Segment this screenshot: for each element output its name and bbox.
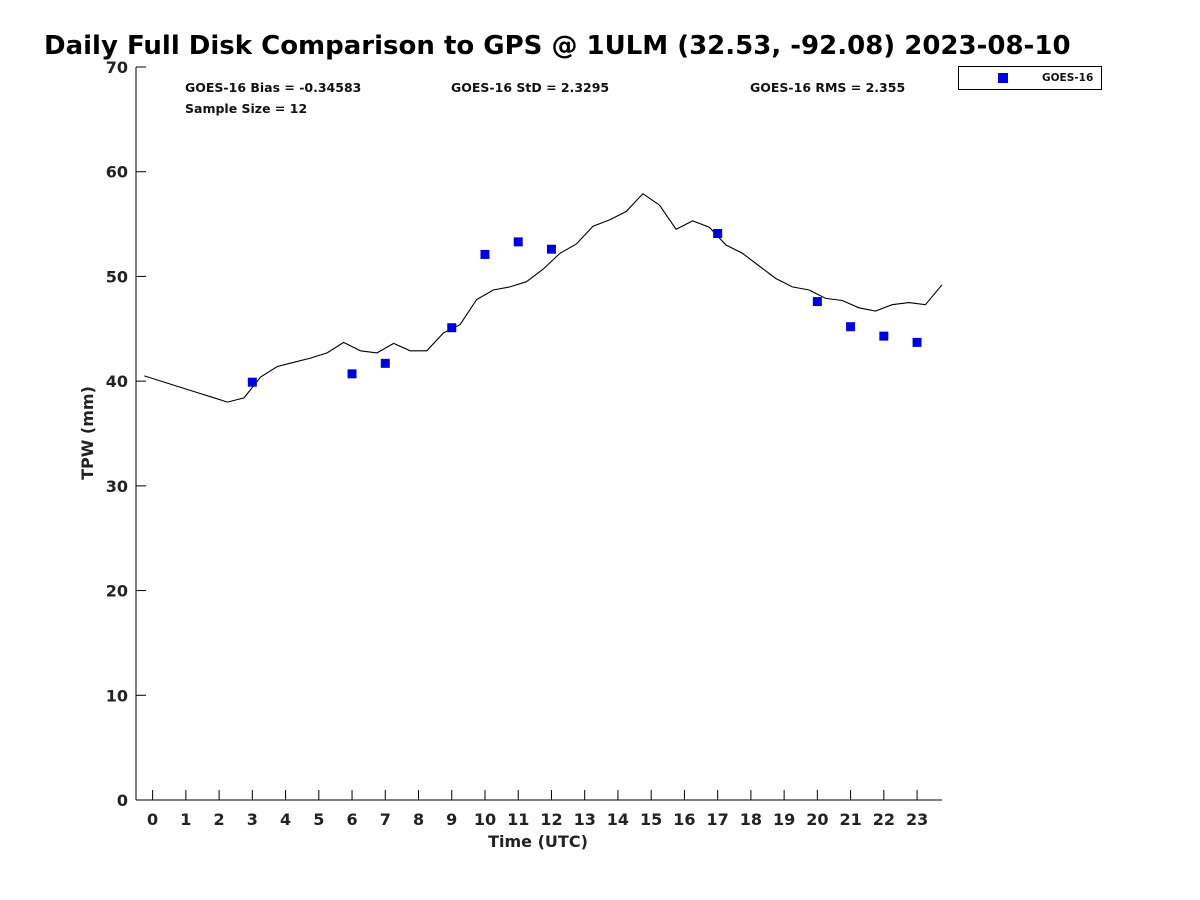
legend: GOES-16 (958, 66, 1102, 90)
y-tick-label: 40 (106, 372, 128, 391)
goes16-point (879, 331, 889, 341)
x-tick-label: 3 (247, 810, 258, 829)
x-axis-label: Time (UTC) (488, 832, 588, 851)
x-tick-label: 1 (180, 810, 191, 829)
x-tick-label: 23 (906, 810, 928, 829)
x-tick-label: 14 (607, 810, 629, 829)
chart-title: Daily Full Disk Comparison to GPS @ 1ULM… (44, 31, 1071, 61)
y-tick-label: 20 (106, 582, 128, 601)
goes16-point (812, 297, 822, 307)
x-tick-label: 21 (839, 810, 861, 829)
gps-series-line (144, 192, 943, 403)
x-tick-label: 0 (147, 810, 158, 829)
bias-stat: GOES-16 Bias = -0.34583 (185, 80, 361, 95)
y-tick-label: 0 (117, 791, 128, 810)
y-axis-label: TPW (mm) (78, 386, 97, 480)
goes16-point (380, 358, 390, 368)
goes16-point (912, 337, 922, 347)
legend-marker (998, 73, 1008, 83)
x-axis-ticks: 0 1 2 3 4 5 6 7 8 9 10 11 12 13 14 15 16 17 18 19 20 21 22 23 (147, 790, 928, 829)
x-tick-label: 16 (673, 810, 695, 829)
goes16-point (513, 237, 523, 247)
x-tick-label: 7 (380, 810, 391, 829)
goes16-point (480, 249, 490, 259)
rms-stat: GOES-16 RMS = 2.355 (750, 80, 905, 95)
legend-box (958, 66, 1102, 90)
goes16-point (713, 228, 723, 238)
y-tick-label: 10 (106, 686, 128, 705)
x-tick-label: 5 (313, 810, 324, 829)
x-tick-label: 19 (773, 810, 795, 829)
goes16-points (247, 228, 922, 387)
y-tick-label: 70 (106, 58, 128, 77)
x-tick-label: 18 (740, 810, 762, 829)
goes16-point (846, 322, 856, 332)
x-tick-label: 2 (214, 810, 225, 829)
x-tick-label: 8 (413, 810, 424, 829)
x-tick-label: 4 (280, 810, 291, 829)
y-tick-label: 30 (106, 477, 128, 496)
x-tick-label: 12 (540, 810, 562, 829)
y-tick-label: 50 (106, 267, 128, 286)
x-tick-label: 6 (346, 810, 357, 829)
x-tick-label: 20 (806, 810, 828, 829)
goes16-point (247, 377, 257, 387)
x-tick-label: 17 (707, 810, 729, 829)
std-stat: GOES-16 StD = 2.3295 (451, 80, 609, 95)
x-tick-label: 15 (640, 810, 662, 829)
gps-line (144, 192, 943, 403)
x-tick-label: 10 (474, 810, 496, 829)
axes (135, 67, 942, 801)
x-tick-label: 13 (574, 810, 596, 829)
legend-label: GOES-16 (1042, 72, 1093, 84)
sample-size-stat: Sample Size = 12 (185, 101, 307, 116)
y-tick-label: 60 (106, 163, 128, 182)
x-tick-label: 11 (507, 810, 529, 829)
x-tick-label: 22 (873, 810, 895, 829)
goes16-point (447, 323, 457, 333)
x-tick-label: 9 (446, 810, 457, 829)
y-axis-ticks: 0 10 20 30 40 50 60 70 (106, 58, 146, 810)
goes16-point (347, 369, 357, 379)
goes16-point (546, 244, 556, 254)
